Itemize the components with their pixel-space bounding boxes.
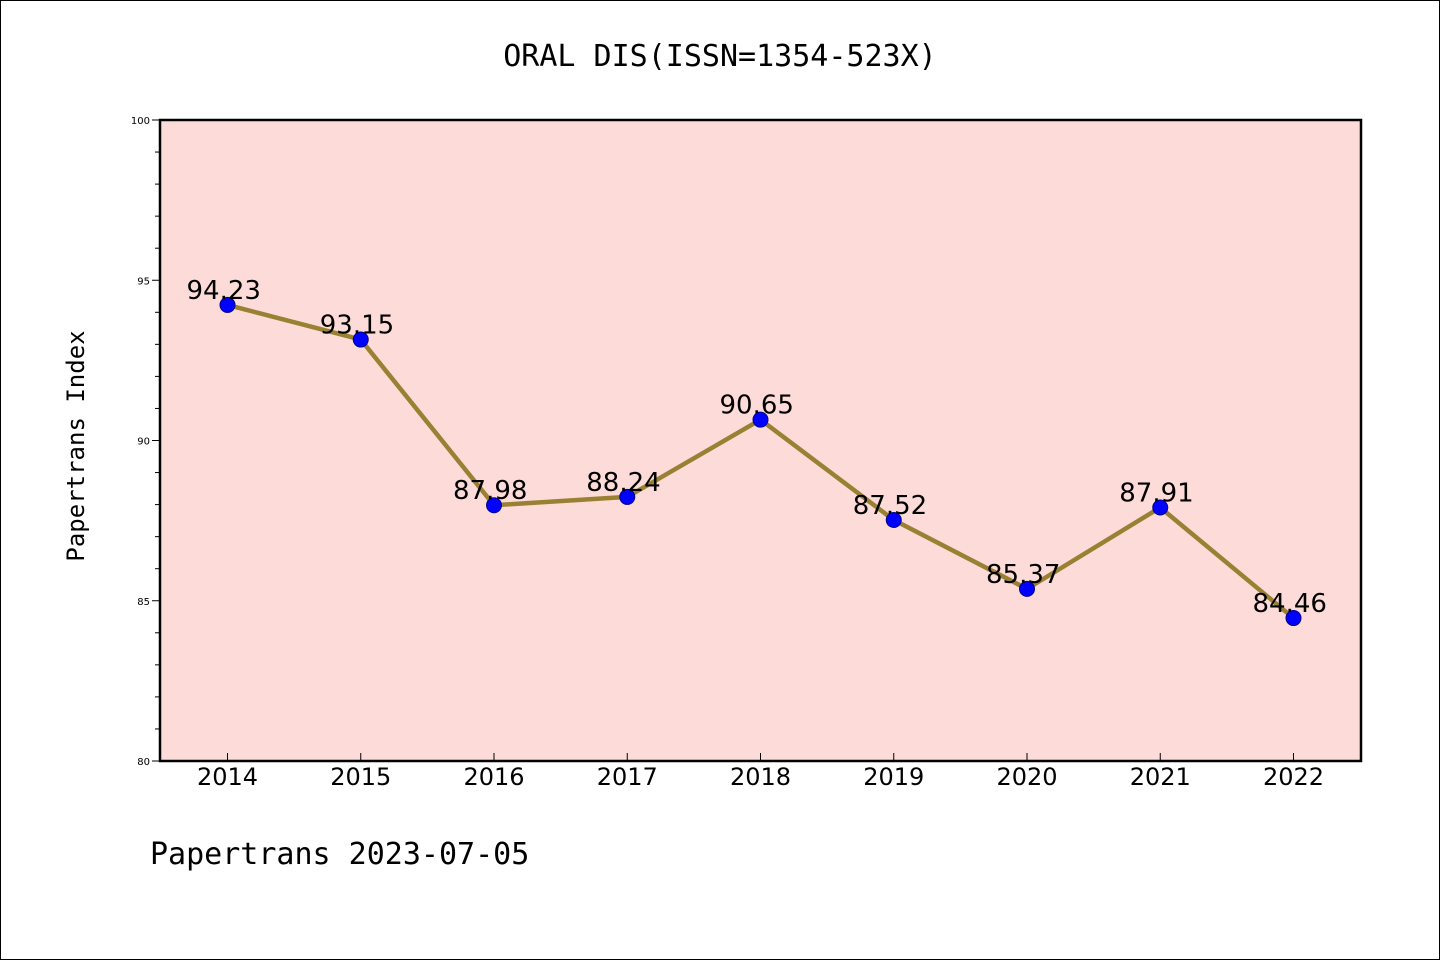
footer-text: Papertrans 2023-07-05 [150,837,529,872]
data-point [885,511,902,528]
chart-title: ORAL DIS(ISSN=1354-523X) [503,39,936,74]
y-tick-label: 100 [131,116,150,127]
data-point [752,411,769,428]
data-point [219,296,236,313]
plot-area [160,120,1361,761]
data-point [352,331,369,348]
data-point [1019,580,1035,597]
y-tick-label: 85 [137,597,150,608]
plot-border [158,118,1363,763]
x-tick-label: 2021 [1130,763,1191,791]
data-label: 85.37 [986,560,1060,590]
data-points [219,296,1302,627]
y-tick-label: 80 [137,757,150,768]
data-label: 87.52 [853,491,927,521]
data-point [1285,610,1302,627]
data-labels: 94.23 93.15 87.98 88.24 90.65 87.52 85.37 87.91… [187,276,1327,619]
data-label: 87.98 [453,476,527,506]
x-tick-label: 2014 [197,763,258,791]
y-axis: 80 85 90 95 100 [131,116,160,768]
data-label: 84.46 [1253,589,1327,619]
x-axis: 2014 2015 2016 2017 2018 2019 2020 2021 2022 [197,753,1324,791]
data-label: 90.65 [720,391,794,421]
data-label: 94.23 [187,276,261,306]
x-tick-label: 2022 [1263,763,1324,791]
y-tick-label: 90 [137,437,150,448]
data-label: 88.24 [586,468,660,498]
x-tick-label: 2018 [730,763,791,791]
data-point [1152,499,1169,516]
x-tick-label: 2020 [996,763,1057,791]
y-axis-label: Papertrans Index [62,330,90,561]
x-tick-label: 2017 [597,763,658,791]
data-point [619,488,636,505]
y-tick-label: 95 [137,276,150,287]
x-tick-label: 2019 [863,763,924,791]
x-tick-label: 2016 [463,763,524,791]
data-label: 93.15 [320,311,394,341]
data-point [486,497,502,514]
data-label: 87.91 [1119,478,1193,508]
x-tick-label: 2015 [330,763,391,791]
